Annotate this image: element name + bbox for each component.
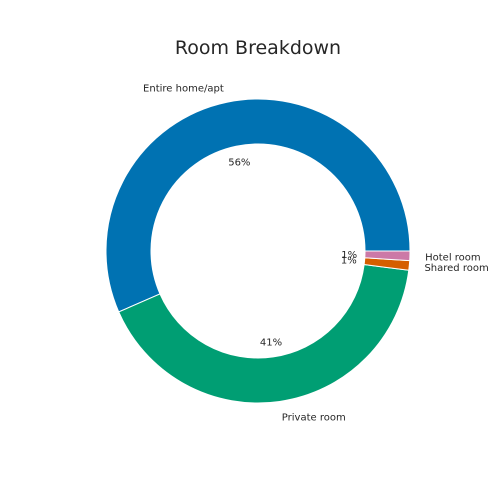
category-label-hotel-room: Hotel room <box>425 252 481 263</box>
slices-group <box>105 98 411 404</box>
labels-group: Entire home/apt 56% Private room 41% Shared … <box>143 83 489 423</box>
category-label-entire-home-apt: Entire home/apt <box>143 83 224 94</box>
category-label-private-room: Private room <box>282 412 346 423</box>
percent-label-hotel-room: 1% <box>341 250 357 261</box>
slice-hotel-room <box>364 250 411 262</box>
chart-title: Room Breakdown <box>175 37 341 59</box>
percent-label-entire-home-apt: 56% <box>228 158 250 169</box>
category-label-shared-room: Shared room <box>424 263 488 274</box>
percent-label-shared-room: 1% <box>341 256 357 267</box>
slice-private-room <box>118 263 410 404</box>
percent-label-private-room: 41% <box>260 337 282 348</box>
slice-entire-home-apt <box>105 98 411 313</box>
